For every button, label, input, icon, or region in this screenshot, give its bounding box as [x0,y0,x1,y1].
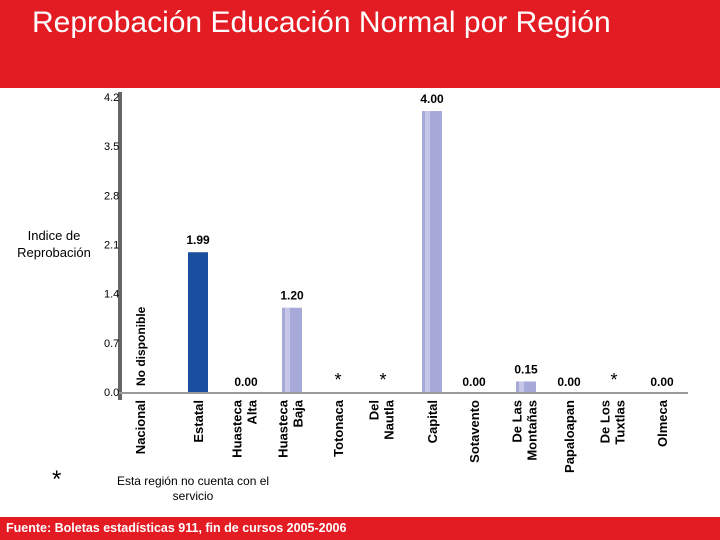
y-tick-label: 1.4 [104,289,119,301]
note-text: Esta región no cuenta con el servicio [116,474,270,503]
data-label: 0.00 [462,375,486,389]
x-tick-label: Huasteca [276,399,291,458]
data-label: 0.15 [514,362,538,376]
data-label: 1.20 [280,289,304,303]
note-asterisk: * [52,466,62,493]
not-served-marker: * [610,370,617,390]
y-tick-label: 2.1 [104,240,119,252]
bar [516,381,536,392]
data-label: 0.00 [650,375,674,389]
not-served-marker: * [334,370,341,390]
x-axis-line [118,392,688,394]
y-axis-line [118,92,122,400]
data-label: 4.00 [420,92,444,106]
x-tick-label: Del [367,400,382,420]
x-tick-label: Huasteca [230,399,245,458]
bar-highlight [425,111,430,393]
x-tick-label: Nautla [382,399,397,440]
x-tick-label: Estatal [191,400,206,443]
x-tick-label: Olmeca [655,399,670,447]
not-available-label: No disponible [134,306,148,386]
data-label: 0.00 [234,375,258,389]
x-tick-label: Totonaca [331,399,346,457]
not-served-marker: * [379,370,386,390]
y-axis-label: Indice de Reprobación [17,228,91,260]
x-tick-label: Capital [425,400,440,443]
bar-highlight [285,307,290,392]
x-tick-label: Alta [245,399,260,424]
bar-highlight [519,381,524,392]
data-label: 0.00 [557,375,581,389]
y-tick-label: 0.7 [104,338,119,350]
bar [188,252,208,392]
x-tick-label: Baja [291,399,306,427]
y-tick-label: 4.2 [104,92,119,104]
source-footer: Fuente: Boletas estadísticas 911, fin de… [6,521,347,535]
page-title: Reprobación Educación Normal por Región [32,6,611,39]
x-tick-label: Montañas [525,400,540,461]
y-tick-label: 0.0 [104,387,119,399]
x-tick-label: De Los [598,400,613,443]
title-bar [0,0,720,88]
y-tick-label: 2.8 [104,190,119,202]
data-label: 1.99 [186,233,210,247]
x-tick-label: Papaloapan [562,400,577,473]
y-tick-label: 3.5 [104,141,119,153]
x-tick-label: Nacional [133,400,148,454]
x-tick-label: Tuxtlas [613,400,628,445]
footer-bar [0,517,720,540]
x-tick-label: Sotavento [467,400,482,463]
x-tick-label: De Las [510,400,525,443]
